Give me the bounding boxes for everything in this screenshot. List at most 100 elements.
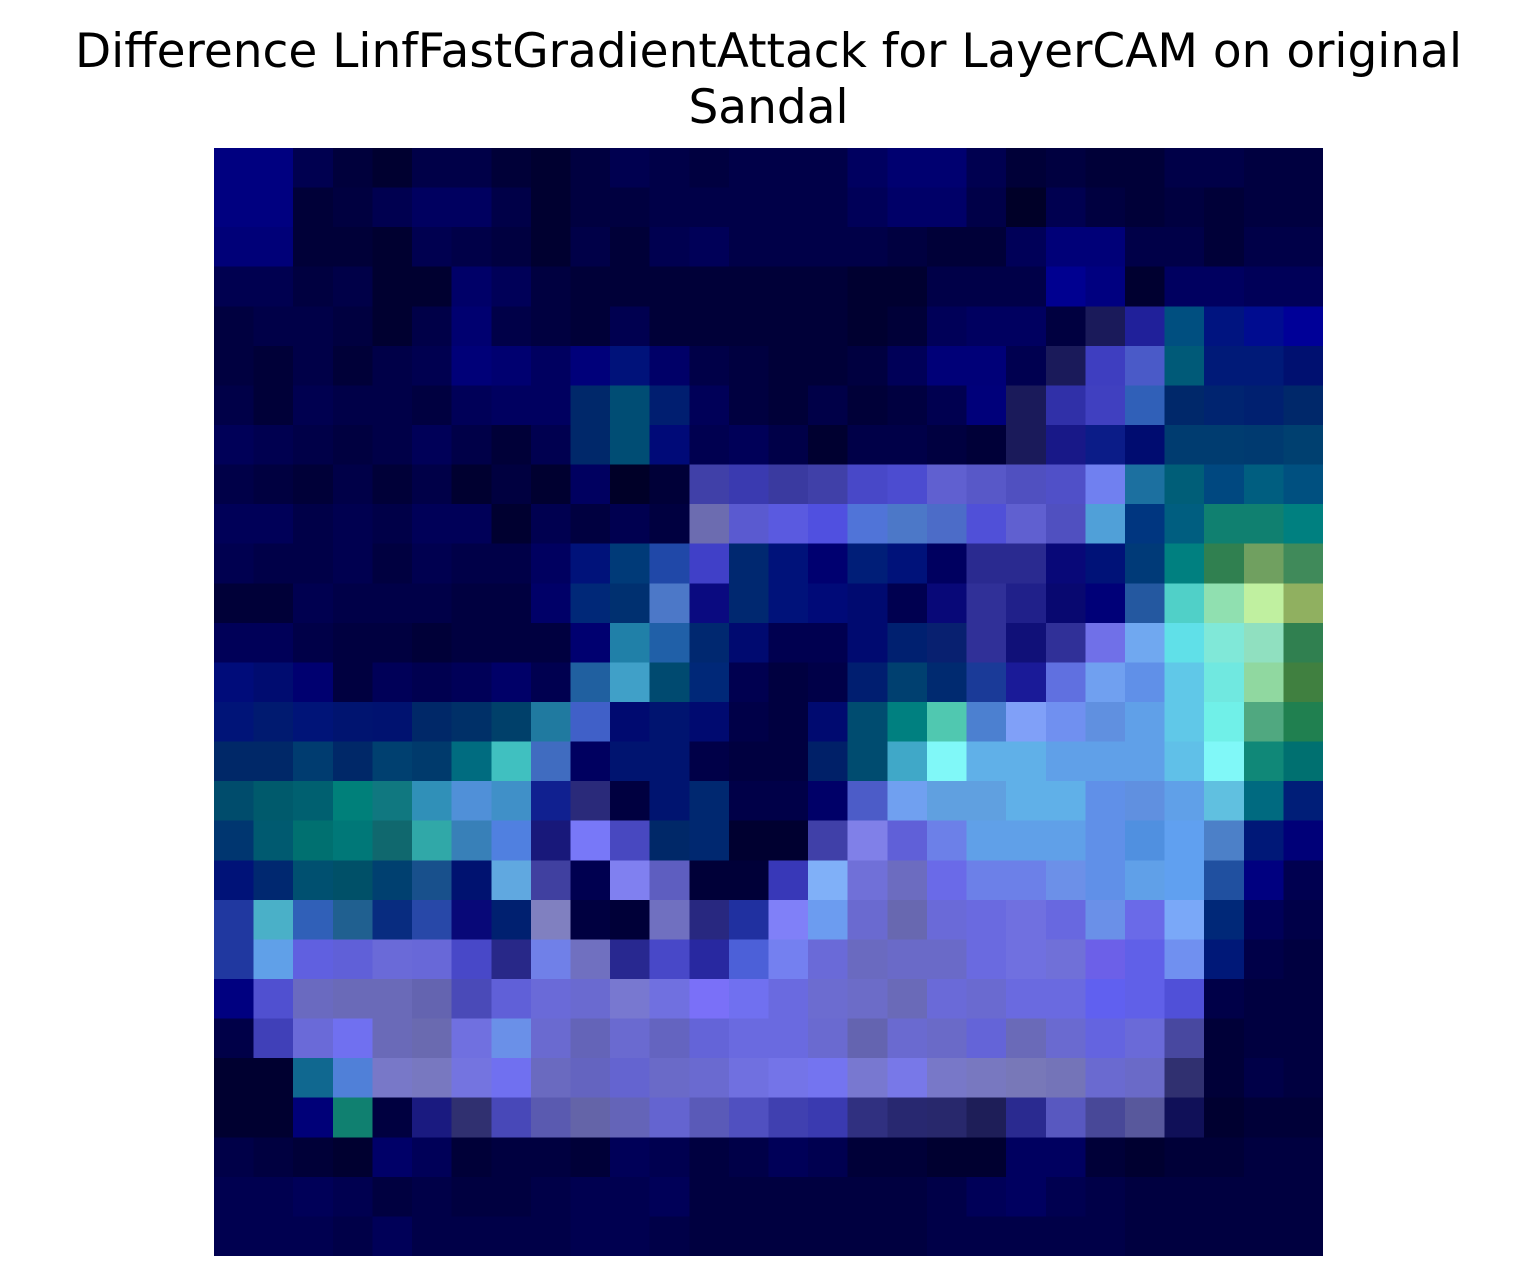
heatmap-cell-r19-c24 xyxy=(1164,899,1205,941)
heatmap-cell-r15-c0 xyxy=(214,741,255,782)
heatmap-cell-r3-c25 xyxy=(1204,266,1245,307)
heatmap-cell-r7-c1 xyxy=(253,425,294,466)
heatmap-cell-r14-c8 xyxy=(530,702,572,743)
heatmap-cell-r9-c3 xyxy=(332,504,374,545)
heatmap-cell-r15-c24 xyxy=(1164,741,1205,782)
heatmap-cell-r10-c15 xyxy=(808,543,849,584)
heatmap-cell-r7-c13 xyxy=(728,425,770,466)
heatmap-cell-r11-c11 xyxy=(649,583,690,624)
heatmap-cell-r3-c22 xyxy=(1085,266,1126,307)
heatmap-cell-r25-c24 xyxy=(1164,1137,1205,1178)
heatmap-cell-r22-c15 xyxy=(808,1018,849,1059)
heatmap-cell-r2-c16 xyxy=(847,227,888,268)
heatmap-cell-r8-c0 xyxy=(214,464,255,505)
heatmap-cell-r7-c6 xyxy=(451,425,492,466)
heatmap-cell-r13-c6 xyxy=(451,662,492,703)
heatmap-cell-r4-c3 xyxy=(332,306,374,347)
heatmap-cell-r19-c12 xyxy=(689,899,730,941)
heatmap-cell-r13-c27 xyxy=(1283,662,1323,703)
heatmap-cell-r16-c8 xyxy=(530,781,572,822)
heatmap-cell-r3-c11 xyxy=(649,266,690,307)
heatmap-cell-r4-c25 xyxy=(1204,306,1245,347)
heatmap-cell-r1-c25 xyxy=(1204,187,1245,228)
heatmap-cell-r20-c20 xyxy=(1006,939,1047,980)
heatmap-cell-r17-c4 xyxy=(372,820,413,861)
heatmap-cell-r27-c23 xyxy=(1124,1216,1166,1256)
heatmap-cell-r1-c24 xyxy=(1164,187,1205,228)
heatmap-cell-r27-c11 xyxy=(649,1216,690,1256)
heatmap-cell-r1-c26 xyxy=(1243,187,1284,228)
heatmap-cell-r23-c11 xyxy=(649,1058,690,1099)
heatmap-cell-r4-c13 xyxy=(728,306,770,347)
heatmap-cell-r2-c24 xyxy=(1164,227,1205,268)
heatmap-cell-r25-c23 xyxy=(1124,1137,1166,1178)
heatmap-cell-r18-c4 xyxy=(372,860,413,901)
heatmap-cell-r13-c2 xyxy=(293,662,334,703)
heatmap-cell-r7-c5 xyxy=(412,425,453,466)
heatmap-cell-r25-c13 xyxy=(728,1137,770,1178)
heatmap-cell-r20-c22 xyxy=(1085,939,1126,980)
heatmap-cell-r0-c17 xyxy=(887,148,928,189)
heatmap-cell-r21-c23 xyxy=(1124,979,1166,1020)
heatmap-cell-r19-c5 xyxy=(412,899,453,941)
heatmap-cell-r7-c23 xyxy=(1124,425,1166,466)
heatmap-cell-r23-c21 xyxy=(1045,1058,1086,1099)
heatmap-cell-r8-c14 xyxy=(768,464,809,505)
heatmap-cell-r7-c11 xyxy=(649,425,690,466)
heatmap-cell-r9-c24 xyxy=(1164,504,1205,545)
heatmap-cell-r11-c8 xyxy=(530,583,572,624)
heatmap-cell-r20-c7 xyxy=(491,939,532,980)
heatmap-cell-r21-c24 xyxy=(1164,979,1205,1020)
heatmap-cell-r16-c3 xyxy=(332,781,374,822)
heatmap-cell-r2-c4 xyxy=(372,227,413,268)
heatmap-cell-r4-c26 xyxy=(1243,306,1284,347)
heatmap-cell-r1-c19 xyxy=(966,187,1007,228)
heatmap-cell-r25-c26 xyxy=(1243,1137,1284,1178)
heatmap-cell-r12-c6 xyxy=(451,622,492,664)
heatmap-cell-r1-c16 xyxy=(847,187,888,228)
heatmap-cell-r3-c24 xyxy=(1164,266,1205,307)
heatmap-cell-r9-c13 xyxy=(728,504,770,545)
heatmap-cell-r27-c19 xyxy=(966,1216,1007,1256)
heatmap-cell-r25-c7 xyxy=(491,1137,532,1178)
heatmap-cell-r6-c12 xyxy=(689,385,730,426)
heatmap-cell-r17-c27 xyxy=(1283,820,1323,861)
heatmap-cell-r15-c18 xyxy=(926,741,968,782)
heatmap-cell-r23-c7 xyxy=(491,1058,532,1099)
heatmap-cell-r9-c5 xyxy=(412,504,453,545)
heatmap-cell-r18-c20 xyxy=(1006,860,1047,901)
heatmap-cell-r25-c25 xyxy=(1204,1137,1245,1178)
heatmap-cell-r12-c5 xyxy=(412,622,453,664)
heatmap-cell-r12-c15 xyxy=(808,622,849,664)
heatmap-cell-r22-c16 xyxy=(847,1018,888,1059)
heatmap-cell-r23-c16 xyxy=(847,1058,888,1099)
heatmap-cell-r0-c16 xyxy=(847,148,888,189)
heatmap-cell-r18-c15 xyxy=(808,860,849,901)
heatmap-cell-r19-c15 xyxy=(808,899,849,941)
heatmap-cell-r20-c10 xyxy=(610,939,651,980)
heatmap-cell-r24-c6 xyxy=(451,1097,492,1138)
heatmap-cell-r8-c17 xyxy=(887,464,928,505)
heatmap-cell-r18-c23 xyxy=(1124,860,1166,901)
heatmap-cell-r10-c13 xyxy=(728,543,770,584)
heatmap-cell-r15-c3 xyxy=(332,741,374,782)
heatmap-cell-r17-c20 xyxy=(1006,820,1047,861)
heatmap-cell-r7-c20 xyxy=(1006,425,1047,466)
heatmap-cell-r20-c1 xyxy=(253,939,294,980)
heatmap-cell-r7-c18 xyxy=(926,425,968,466)
heatmap-cell-r22-c13 xyxy=(728,1018,770,1059)
heatmap-cell-r14-c12 xyxy=(689,702,730,743)
heatmap-cell-r5-c3 xyxy=(332,345,374,387)
heatmap-cell-r0-c19 xyxy=(966,148,1007,189)
heatmap-cell-r4-c16 xyxy=(847,306,888,347)
heatmap-cell-r18-c24 xyxy=(1164,860,1205,901)
heatmap-cell-r26-c25 xyxy=(1204,1176,1245,1218)
heatmap-cell-r24-c3 xyxy=(332,1097,374,1138)
heatmap-cell-r10-c8 xyxy=(530,543,572,584)
heatmap-cell-r4-c17 xyxy=(887,306,928,347)
heatmap-cell-r24-c0 xyxy=(214,1097,255,1138)
heatmap-cell-r17-c9 xyxy=(570,820,611,861)
heatmap-cell-r9-c6 xyxy=(451,504,492,545)
heatmap-cell-r6-c10 xyxy=(610,385,651,426)
heatmap-cell-r8-c8 xyxy=(530,464,572,505)
